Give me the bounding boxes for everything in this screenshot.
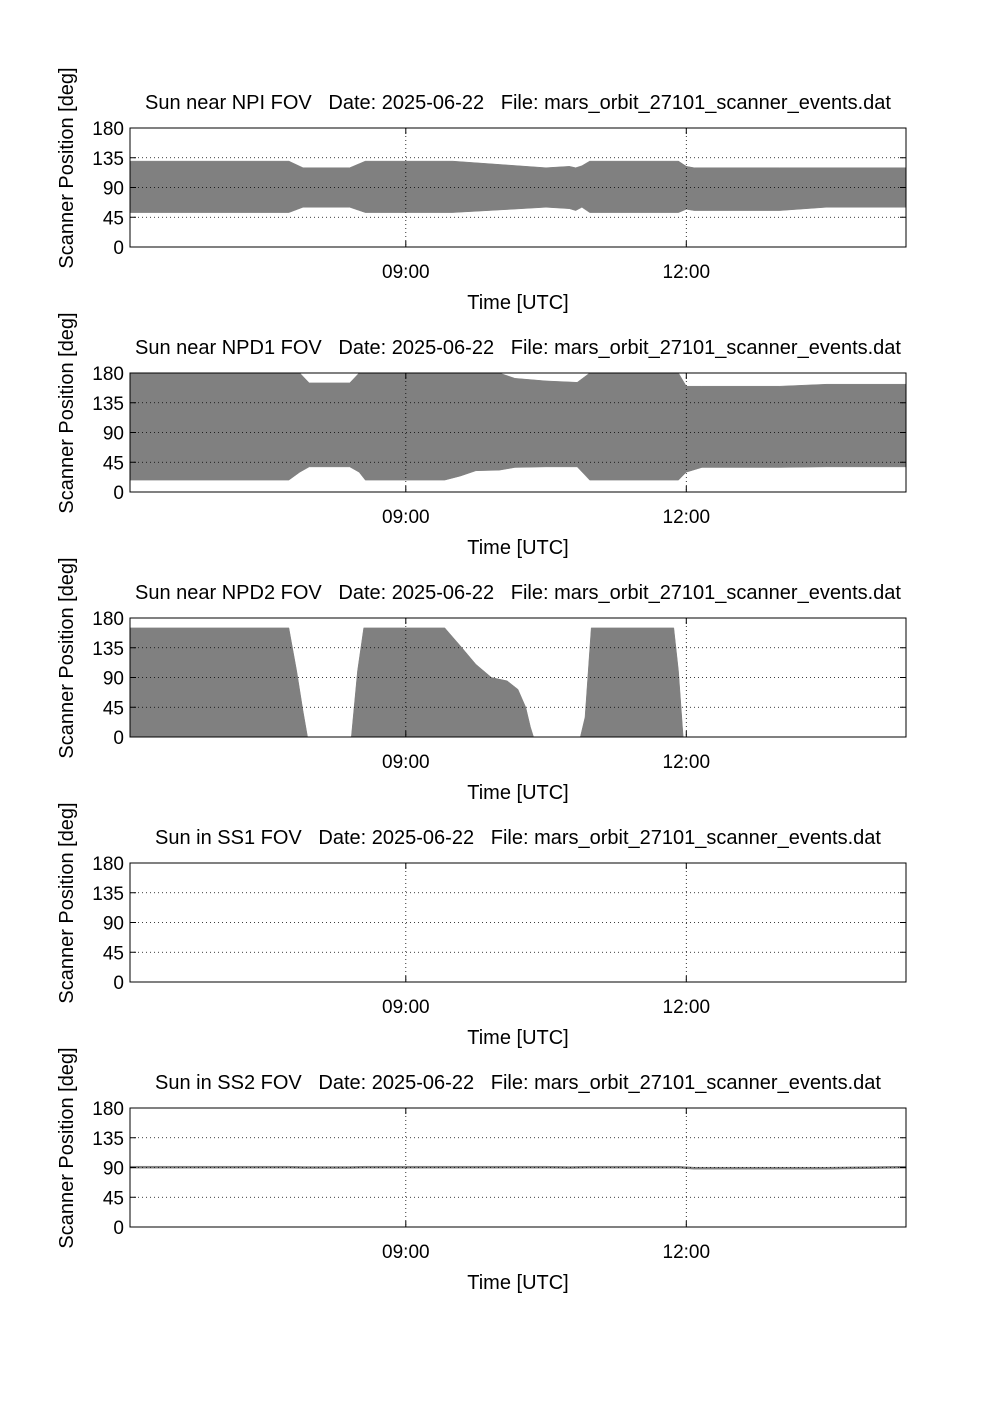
y-tick-label: 0 xyxy=(113,728,124,749)
y-tick-label: 180 xyxy=(92,1099,124,1120)
y-tick-label: 135 xyxy=(92,1129,124,1150)
x-tick-label: 12:00 xyxy=(663,1242,711,1263)
y-tick-label: 0 xyxy=(113,483,124,504)
y-axis-label: Scanner Position [deg] xyxy=(56,802,78,1003)
chart-title: Sun near NPD2 FOV Date: 2025-06-22 File:… xyxy=(135,582,901,604)
y-tick-label: 135 xyxy=(92,884,124,905)
y-tick-label: 180 xyxy=(92,609,124,630)
chart-title: Sun near NPI FOV Date: 2025-06-22 File: … xyxy=(145,92,891,114)
chart-title: Sun near NPD1 FOV Date: 2025-06-22 File:… xyxy=(135,337,901,359)
y-axis-label: Scanner Position [deg] xyxy=(56,312,78,513)
y-tick-label: 180 xyxy=(92,364,124,385)
x-tick-label: 09:00 xyxy=(382,997,430,1018)
panel-5: 0 45 90 135 180 09:00 12:00 Sun in SS2 FOV Date… xyxy=(56,1047,907,1294)
x-axis-label: Time [UTC] xyxy=(467,1272,568,1294)
y-axis-label: Scanner Position [deg] xyxy=(56,67,78,268)
x-tick-label: 12:00 xyxy=(663,752,711,773)
y-tick-label: 180 xyxy=(92,119,124,140)
y-tick-label: 45 xyxy=(103,698,124,719)
y-tick-label: 135 xyxy=(92,394,124,415)
y-tick-label: 0 xyxy=(113,1218,124,1239)
x-tick-label: 09:00 xyxy=(382,262,430,283)
y-tick-label: 45 xyxy=(103,943,124,964)
chart-title: Sun in SS1 FOV Date: 2025-06-22 File: ma… xyxy=(155,827,881,849)
y-tick-label: 90 xyxy=(103,424,124,445)
y-tick-label: 0 xyxy=(113,238,124,259)
x-tick-label: 09:00 xyxy=(382,752,430,773)
x-axis-label: Time [UTC] xyxy=(467,782,568,804)
y-tick-label: 45 xyxy=(103,1188,124,1209)
x-axis-label: Time [UTC] xyxy=(467,1027,568,1049)
y-tick-label: 90 xyxy=(103,669,124,690)
scanner-range-area xyxy=(129,372,907,481)
panel-2: 0 45 90 135 180 09:00 12:00 Sun near NPD1 FOV D… xyxy=(56,312,907,559)
x-tick-label: 12:00 xyxy=(663,507,711,528)
y-tick-label: 180 xyxy=(92,854,124,875)
x-axis-label: Time [UTC] xyxy=(467,537,568,559)
y-tick-label: 45 xyxy=(103,453,124,474)
x-tick-label: 09:00 xyxy=(382,1242,430,1263)
y-tick-label: 45 xyxy=(103,208,124,229)
y-tick-label: 0 xyxy=(113,973,124,994)
y-axis-label: Scanner Position [deg] xyxy=(56,557,78,758)
y-tick-label: 90 xyxy=(103,179,124,200)
y-tick-label: 135 xyxy=(92,149,124,170)
y-tick-label: 90 xyxy=(103,1159,124,1180)
y-tick-label: 90 xyxy=(103,914,124,935)
x-tick-label: 12:00 xyxy=(663,262,711,283)
panel-3: 0 45 90 135 180 09:00 12:00 Sun near NPD2 FOV D… xyxy=(56,557,907,804)
x-tick-label: 09:00 xyxy=(382,507,430,528)
y-tick-label: 135 xyxy=(92,639,124,660)
scanner-range-area xyxy=(129,160,907,213)
x-axis-label: Time [UTC] xyxy=(467,292,568,314)
x-tick-label: 12:00 xyxy=(663,997,711,1018)
chart-title: Sun in SS2 FOV Date: 2025-06-22 File: ma… xyxy=(155,1072,881,1094)
panel-4: 0 45 90 135 180 09:00 12:00 Sun in SS1 FOV Date… xyxy=(56,802,907,1049)
panel-1: 0 45 90 135 180 09:00 12:00 Sun near NPI FOV Da… xyxy=(56,67,907,314)
y-axis-label: Scanner Position [deg] xyxy=(56,1047,78,1248)
